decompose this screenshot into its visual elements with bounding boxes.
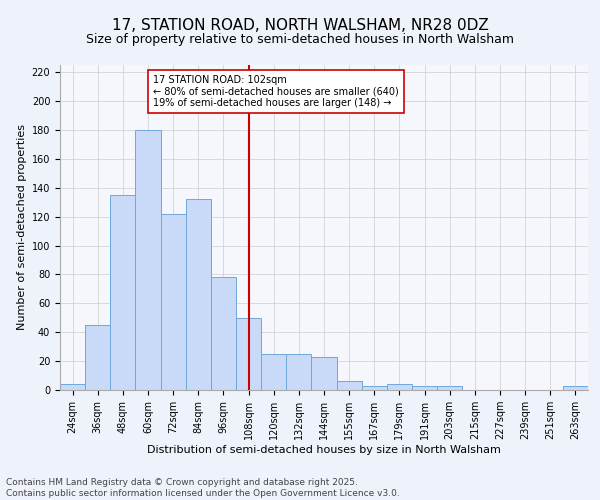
Text: 17, STATION ROAD, NORTH WALSHAM, NR28 0DZ: 17, STATION ROAD, NORTH WALSHAM, NR28 0D… <box>112 18 488 32</box>
Bar <box>387 384 412 390</box>
Bar <box>362 386 387 390</box>
Text: 17 STATION ROAD: 102sqm
← 80% of semi-detached houses are smaller (640)
19% of s: 17 STATION ROAD: 102sqm ← 80% of semi-de… <box>153 75 399 108</box>
Bar <box>211 278 236 390</box>
Bar <box>563 386 588 390</box>
Bar <box>136 130 161 390</box>
Bar <box>110 195 136 390</box>
Bar <box>60 384 85 390</box>
Y-axis label: Number of semi-detached properties: Number of semi-detached properties <box>17 124 28 330</box>
Bar <box>261 354 286 390</box>
Bar <box>437 386 462 390</box>
Bar <box>337 382 362 390</box>
Bar <box>161 214 186 390</box>
Bar <box>412 386 437 390</box>
Bar <box>236 318 261 390</box>
Text: Size of property relative to semi-detached houses in North Walsham: Size of property relative to semi-detach… <box>86 32 514 46</box>
Bar <box>85 325 110 390</box>
Text: Contains HM Land Registry data © Crown copyright and database right 2025.
Contai: Contains HM Land Registry data © Crown c… <box>6 478 400 498</box>
X-axis label: Distribution of semi-detached houses by size in North Walsham: Distribution of semi-detached houses by … <box>147 445 501 455</box>
Bar <box>186 200 211 390</box>
Bar <box>311 357 337 390</box>
Bar <box>286 354 311 390</box>
